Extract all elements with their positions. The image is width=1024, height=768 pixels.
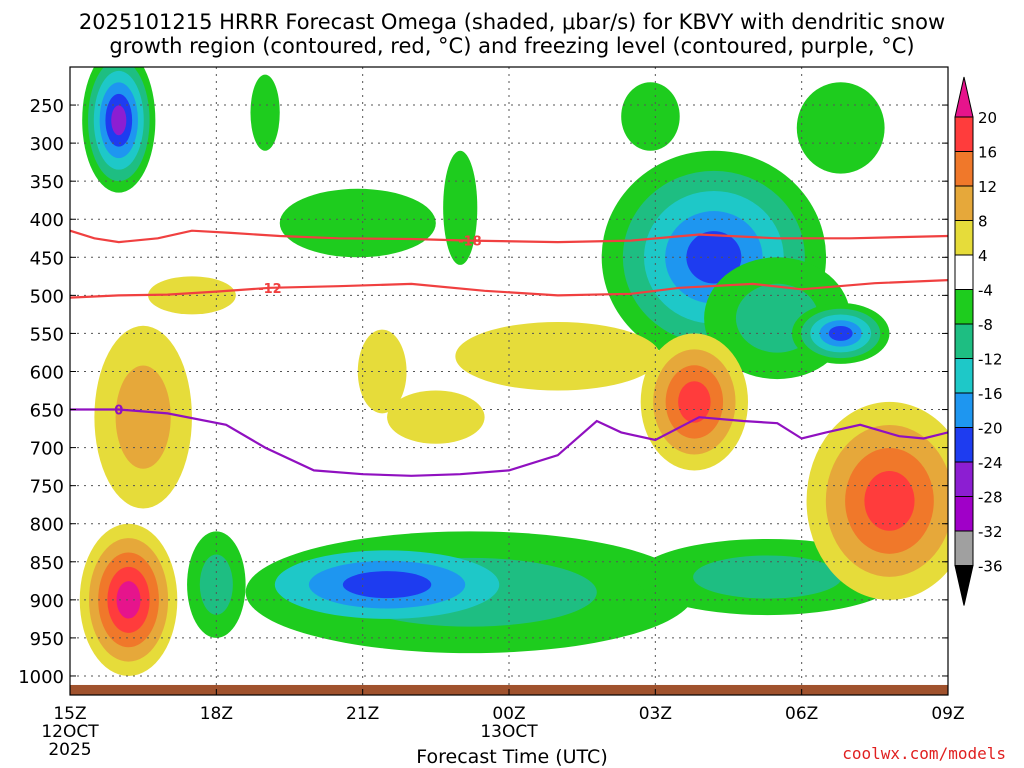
- x-tick-label-06Z: 06Z: [785, 704, 818, 724]
- colorbar-label--36: -36: [978, 558, 1003, 576]
- colorbar-bin--16--12: [954, 358, 974, 394]
- colorbar-label--24: -24: [978, 454, 1003, 472]
- omega-cell-7-level-0: [621, 82, 680, 151]
- y-tick-label-750: 750: [30, 477, 64, 498]
- colorbar-bin--28--24: [954, 461, 974, 497]
- omega-cell-14-level-1: [115, 365, 171, 469]
- omega-cell-3-level-0: [443, 150, 478, 265]
- colorbar-label--16: -16: [978, 385, 1003, 403]
- colorbar-bin--4-4: [954, 254, 974, 290]
- y-tick-label-600: 600: [30, 362, 64, 383]
- x-axis-label: Forecast Time (UTC): [416, 746, 608, 768]
- colorbar-bin--24--20: [954, 427, 974, 463]
- site-credit[interactable]: coolwx.com/models: [842, 744, 1006, 763]
- colorbar-bin--36--32: [954, 530, 974, 566]
- colorbar-label--32: -32: [978, 523, 1003, 541]
- colorbar-label-4: 4: [978, 247, 988, 265]
- omega-cell-9-level-4: [686, 231, 742, 284]
- y-tick-label-900: 900: [30, 591, 64, 612]
- chart-title-line2: growth region (contoured, red, °C) and f…: [109, 34, 915, 58]
- omega-cell-2-level-0: [279, 188, 436, 258]
- colorbar-label--12: -12: [978, 351, 1003, 369]
- colorbar-bin-4-8: [954, 220, 974, 256]
- chart-title-line1: 2025101215 HRRR Forecast Omega (shaded, …: [78, 10, 946, 34]
- x-tick-label-15Z: 15Z: [53, 704, 86, 724]
- y-tick-label-450: 450: [30, 248, 64, 269]
- x-tick-date-00Z: 13OCT: [480, 722, 538, 742]
- colorbar-label-16: 16: [978, 144, 997, 162]
- y-tick-label-350: 350: [30, 172, 64, 193]
- colorbar-top-arrow: [954, 76, 974, 118]
- omega-cell-19-level-3: [678, 381, 711, 423]
- omega-cell-1-level-0: [250, 74, 280, 151]
- colorbar-bottom-arrow: [954, 565, 974, 606]
- y-tick-label-300: 300: [30, 134, 64, 155]
- y-tick-label-700: 700: [30, 439, 64, 460]
- x-tick-year-15Z: 2025: [48, 740, 91, 760]
- omega-cell-6-level-1: [199, 554, 233, 615]
- colorbar-label-12: 12: [978, 178, 997, 196]
- colorbar-bin-16-20: [954, 116, 974, 152]
- colorbar-label--20: -20: [978, 420, 1003, 438]
- colorbar-bin--20--16: [954, 392, 974, 428]
- colorbar-bin--32--28: [954, 496, 974, 532]
- omega-cell-18-level-0: [455, 322, 661, 391]
- x-tick-label-03Z: 03Z: [639, 704, 672, 724]
- y-tick-label-950: 950: [30, 629, 64, 650]
- x-tick-label-18Z: 18Z: [200, 704, 233, 724]
- isotherm-0: [70, 408, 948, 477]
- x-tick-label-09Z: 09Z: [931, 704, 964, 724]
- omega-cell-0-level-5: [111, 105, 127, 136]
- isotherm-label-0: 0: [114, 404, 123, 419]
- omega-cell-15-level-0: [148, 276, 236, 315]
- isotherm-label--12: -12: [258, 282, 282, 297]
- y-tick-label-650: 650: [30, 401, 64, 422]
- colorbar-bin--8--4: [954, 289, 974, 325]
- y-tick-label-250: 250: [30, 96, 64, 117]
- x-tick-date-15Z: 12OCT: [41, 722, 99, 742]
- y-tick-label-550: 550: [30, 324, 64, 345]
- colorbar-label--28: -28: [978, 489, 1003, 507]
- isotherm--18: [70, 229, 948, 244]
- isotherm-label--18: -18: [458, 235, 482, 250]
- omega-cell-20-level-3: [864, 470, 915, 531]
- colorbar-bin-8-12: [954, 185, 974, 221]
- isotherm--12: [70, 279, 948, 299]
- y-tick-label-800: 800: [30, 515, 64, 536]
- x-tick-label-00Z: 00Z: [492, 704, 525, 724]
- omega-cell-17-level-0: [387, 390, 485, 444]
- y-tick-label-1000: 1000: [18, 667, 64, 688]
- colorbar-label--4: -4: [978, 282, 993, 300]
- omega-cell-5-level-2: [342, 571, 432, 599]
- y-tick-label-850: 850: [30, 553, 64, 574]
- omega-cell-8-level-0: [796, 82, 885, 174]
- colorbar-label-20: 20: [978, 109, 997, 127]
- colorbar-bin-12-16: [954, 151, 974, 187]
- colorbar-label-8: 8: [978, 213, 988, 231]
- omega-cell-16-level-0: [357, 329, 407, 414]
- colorbar-label--8: -8: [978, 316, 993, 334]
- y-tick-label-500: 500: [30, 286, 64, 307]
- omega-cell-13-level-4: [116, 581, 141, 619]
- y-tick-label-400: 400: [30, 210, 64, 231]
- x-tick-label-21Z: 21Z: [346, 704, 379, 724]
- colorbar-bin--12--8: [954, 323, 974, 359]
- omega-cell-12-level-1: [693, 555, 842, 599]
